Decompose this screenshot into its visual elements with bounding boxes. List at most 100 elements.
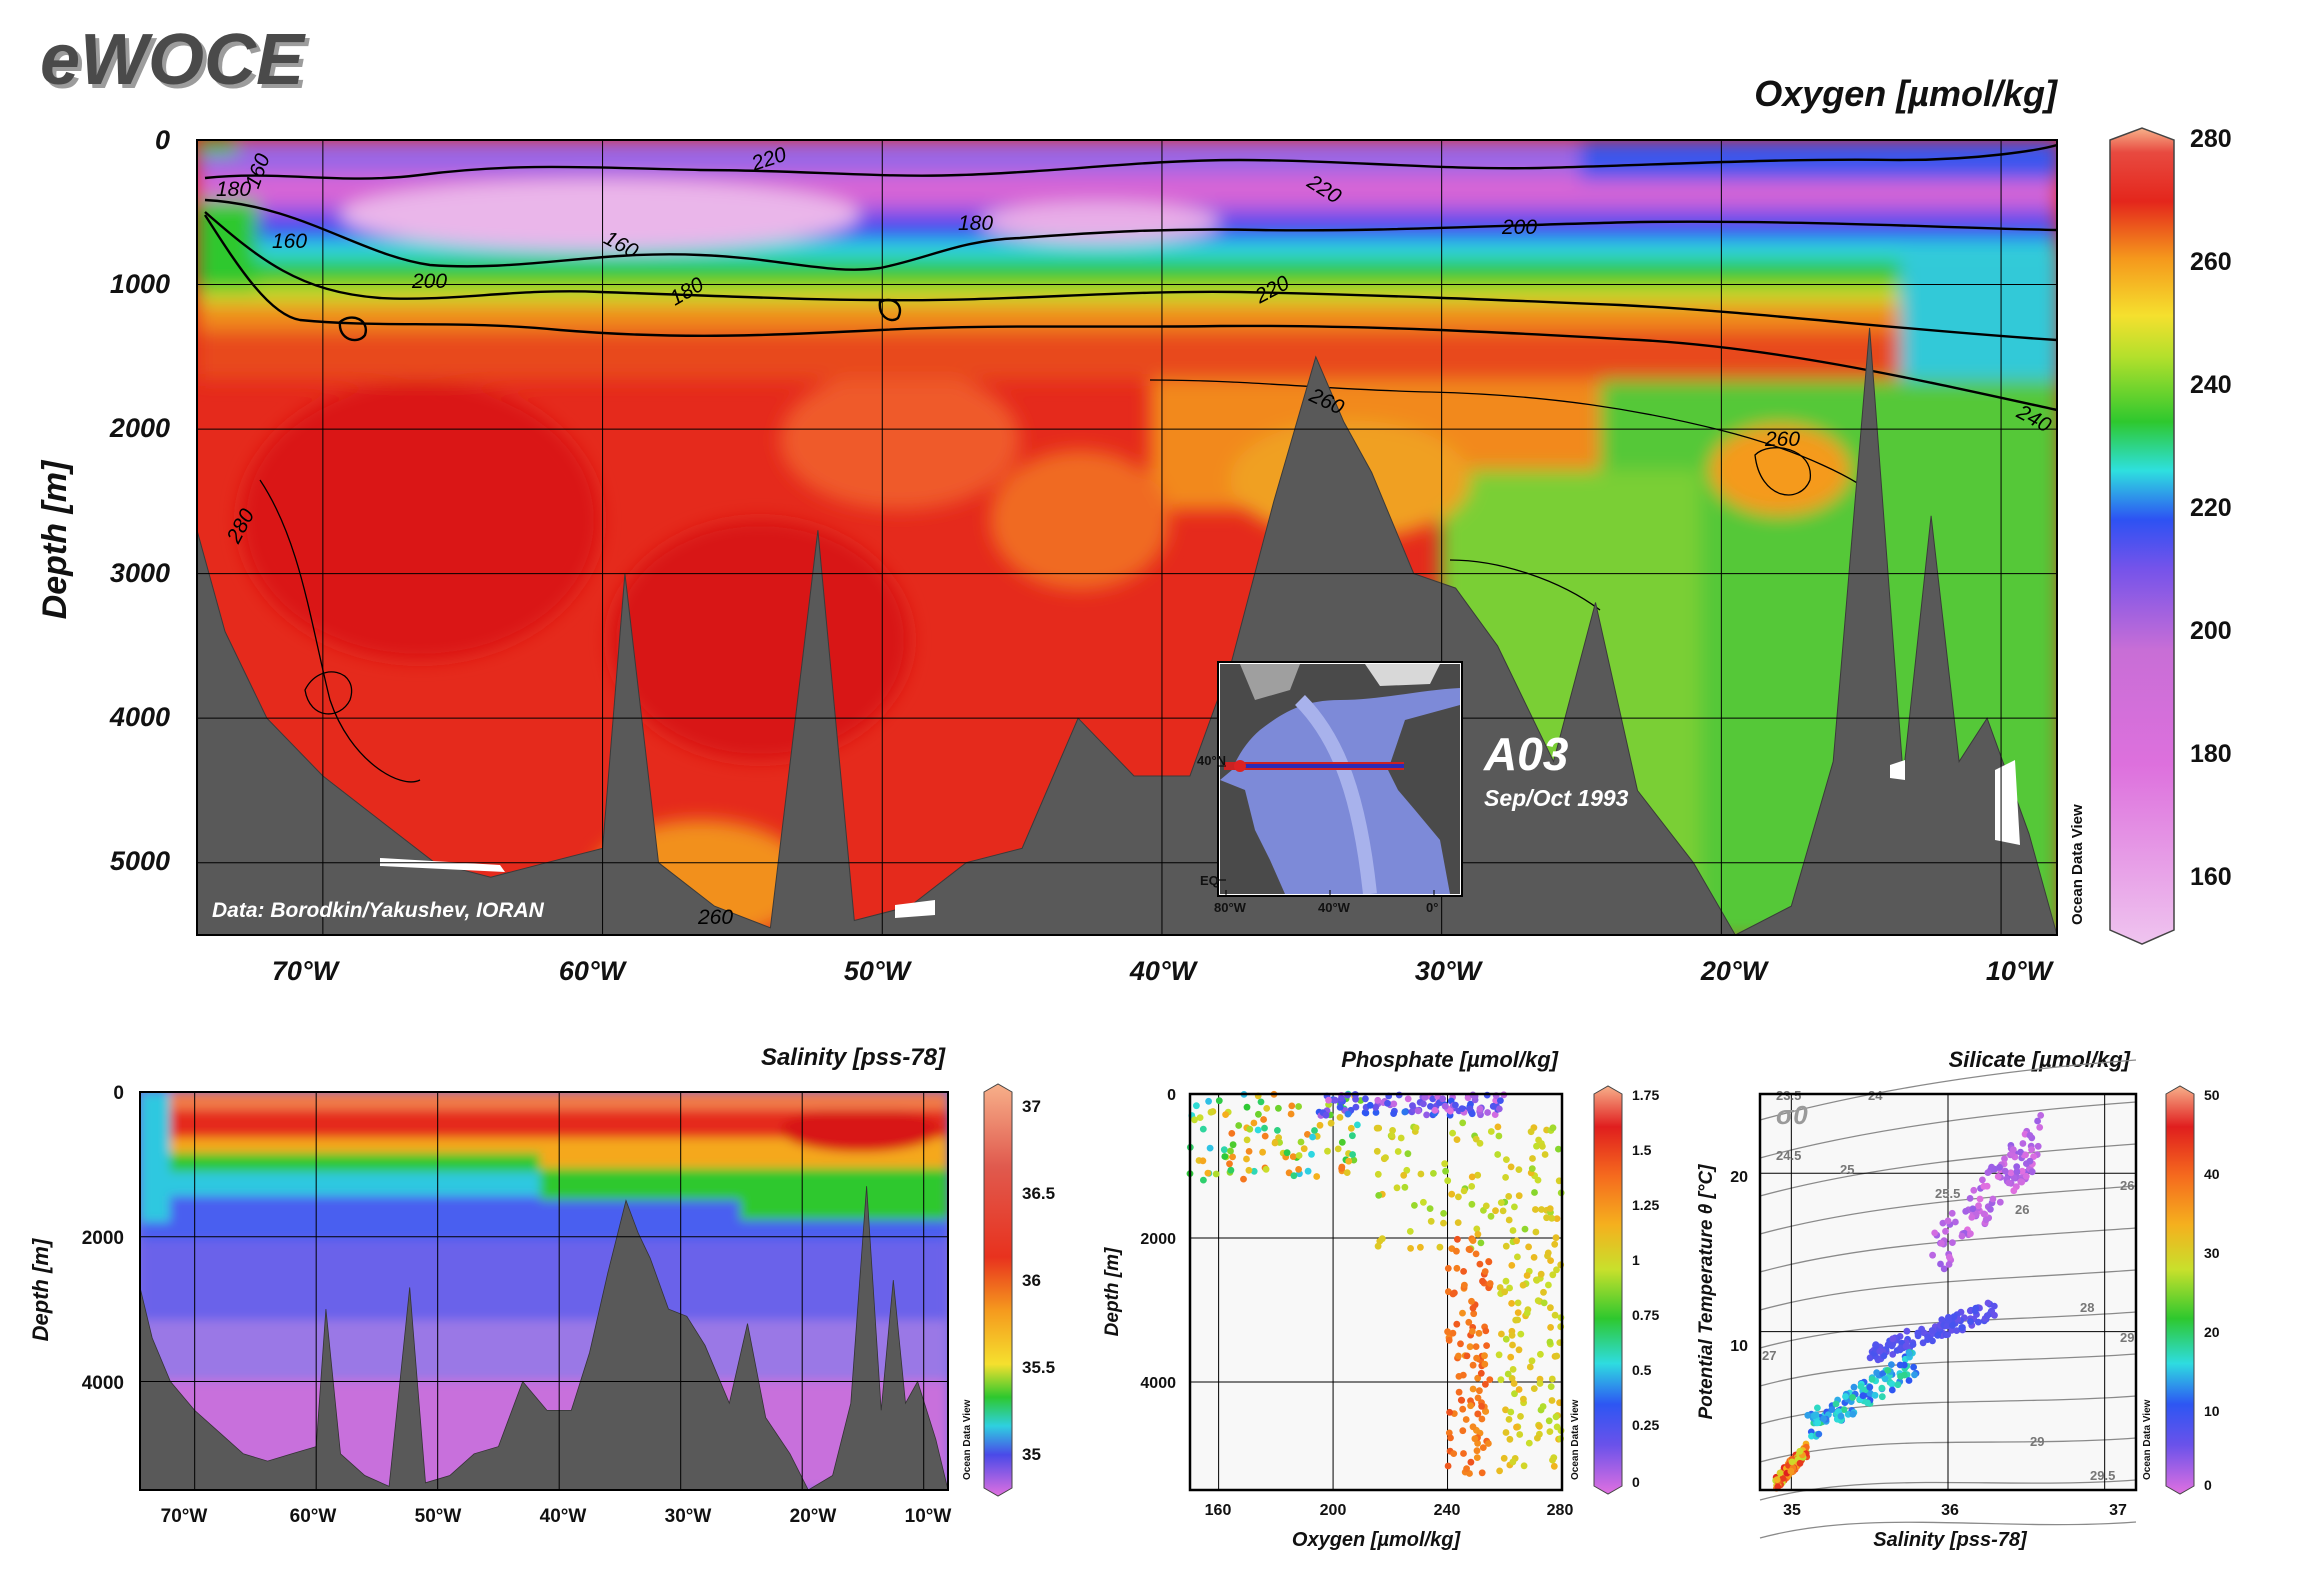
scatter-point bbox=[1375, 1124, 1383, 1132]
scatter-point bbox=[1228, 1130, 1236, 1137]
colorbar-tick: 20 bbox=[2204, 1324, 2220, 1340]
scatter-point bbox=[1507, 1353, 1515, 1361]
scatter-point bbox=[1953, 1327, 1960, 1334]
scatter-point bbox=[1539, 1143, 1546, 1150]
scatter-point bbox=[1503, 1156, 1510, 1163]
scatter-point bbox=[1533, 1142, 1540, 1150]
scatter-point bbox=[1485, 1440, 1492, 1447]
scatter-point bbox=[1193, 1102, 1200, 1110]
scatter-point bbox=[1454, 1235, 1461, 1243]
scatter-point bbox=[1815, 1430, 1823, 1438]
scatter-point bbox=[1871, 1391, 1879, 1399]
isopycnal-line bbox=[1759, 1143, 2137, 1197]
scatter-point bbox=[1227, 1147, 1234, 1155]
scatter-point bbox=[1496, 1467, 1503, 1475]
scatter-point bbox=[1349, 1151, 1356, 1158]
scatter-point bbox=[2026, 1132, 2034, 1139]
scatter-point bbox=[1485, 1258, 1493, 1266]
scatter-point bbox=[1502, 1174, 1509, 1181]
scatter-point bbox=[1532, 1206, 1539, 1213]
scatter-point bbox=[1553, 1215, 1561, 1222]
scatter-point bbox=[1463, 1465, 1470, 1473]
scatter-point bbox=[1481, 1352, 1488, 1360]
scatter-point bbox=[1344, 1110, 1352, 1118]
scatter-point bbox=[1474, 1374, 1482, 1382]
scatter-point bbox=[1246, 1125, 1254, 1133]
scatter-point bbox=[1455, 1193, 1462, 1201]
colorbar-tick: 0 bbox=[1632, 1474, 1640, 1490]
scatter-point bbox=[1459, 1309, 1466, 1317]
scatter-point bbox=[1505, 1416, 1513, 1423]
scatter-point bbox=[1390, 1100, 1398, 1108]
scatter-point bbox=[1553, 1266, 1560, 1274]
scatter-point bbox=[1495, 1132, 1503, 1140]
scatter-point bbox=[1547, 1324, 1554, 1331]
scatter-point bbox=[2001, 1155, 2008, 1163]
scatter-point bbox=[1521, 1225, 1529, 1233]
scatter-point bbox=[1470, 1310, 1478, 1318]
scatter-point bbox=[1316, 1121, 1324, 1129]
scatter-point bbox=[1322, 1111, 1330, 1119]
colorbar-tick: 0.5 bbox=[1632, 1362, 1652, 1378]
isopycnal-label: 25.5 bbox=[1935, 1186, 1960, 1201]
colorbar-tick: 10 bbox=[2204, 1403, 2220, 1419]
isopycnal-label: 25 bbox=[1840, 1162, 1854, 1177]
logo-shadow: eWOCE bbox=[44, 24, 310, 104]
scatter-point bbox=[2013, 1168, 2021, 1175]
scatter-point bbox=[1548, 1397, 1556, 1404]
contour-label: 160 bbox=[272, 230, 307, 253]
scatter-point bbox=[1446, 1408, 1453, 1416]
scatter-point bbox=[1500, 1454, 1508, 1462]
scatter-point bbox=[1512, 1316, 1520, 1324]
scatter-point bbox=[1501, 1288, 1509, 1296]
colorbar-tick: 0 bbox=[2204, 1477, 2212, 1493]
salinity-title: Salinity [pss-78] bbox=[761, 1044, 946, 1071]
scatter-point bbox=[1497, 1097, 1504, 1104]
colorbar-tick: 35 bbox=[1022, 1445, 1041, 1464]
scatter-point bbox=[1494, 1123, 1502, 1131]
scatter-point bbox=[1539, 1403, 1547, 1410]
scatter-point bbox=[1283, 1149, 1291, 1157]
oxygen-title: Oxygen [µmol/kg] bbox=[1754, 73, 2058, 114]
scatter-point bbox=[1880, 1352, 1888, 1360]
scatter-point bbox=[1476, 1105, 1484, 1113]
scatter-point bbox=[1454, 1219, 1462, 1226]
scatter-point bbox=[1375, 1192, 1383, 1199]
scatter-point bbox=[1495, 1105, 1503, 1113]
map-lon-label: 80°W bbox=[1214, 900, 1247, 915]
scatter-point bbox=[1970, 1186, 1978, 1194]
scatter-point bbox=[1313, 1173, 1321, 1180]
scatter-point bbox=[1295, 1103, 1302, 1110]
scatter-point bbox=[1259, 1148, 1266, 1156]
isopycnal-label: 24 bbox=[1868, 1088, 1883, 1103]
scatter-point bbox=[2017, 1148, 2024, 1156]
scatter-point bbox=[1983, 1182, 1991, 1190]
scatter-point bbox=[1473, 1225, 1481, 1233]
scatter-point bbox=[1545, 1281, 1552, 1289]
silicate-xlabel: Salinity [pss-78] bbox=[1873, 1529, 2028, 1551]
scatter-point bbox=[1331, 1096, 1339, 1104]
scatter-point bbox=[1530, 1254, 1538, 1261]
oxygen-frame bbox=[196, 139, 2058, 936]
scatter-point bbox=[1469, 1361, 1477, 1369]
scatter-point bbox=[1304, 1131, 1311, 1138]
scatter-point bbox=[1311, 1127, 1318, 1134]
scatter-point bbox=[1549, 1271, 1557, 1279]
scatter-point bbox=[1552, 1234, 1560, 1242]
scatter-point bbox=[1796, 1447, 1804, 1455]
scatter-point bbox=[2010, 1187, 2018, 1195]
scatter-point bbox=[1967, 1230, 1974, 1238]
scatter-point bbox=[1526, 1363, 1534, 1371]
scatter-point bbox=[1879, 1370, 1887, 1377]
scatter-point bbox=[1459, 1371, 1467, 1379]
scatter-point bbox=[1229, 1153, 1236, 1161]
scatter-point bbox=[1473, 1354, 1480, 1362]
scatter-point bbox=[1966, 1195, 1974, 1202]
scatter-point bbox=[1448, 1190, 1456, 1198]
scatter-point bbox=[1327, 1119, 1335, 1127]
scatter-point bbox=[1401, 1108, 1409, 1116]
silicate-frame bbox=[1758, 1092, 2138, 1492]
scatter-point bbox=[1372, 1103, 1380, 1111]
scatter-point bbox=[1338, 1138, 1346, 1146]
scatter-point bbox=[1494, 1151, 1502, 1158]
